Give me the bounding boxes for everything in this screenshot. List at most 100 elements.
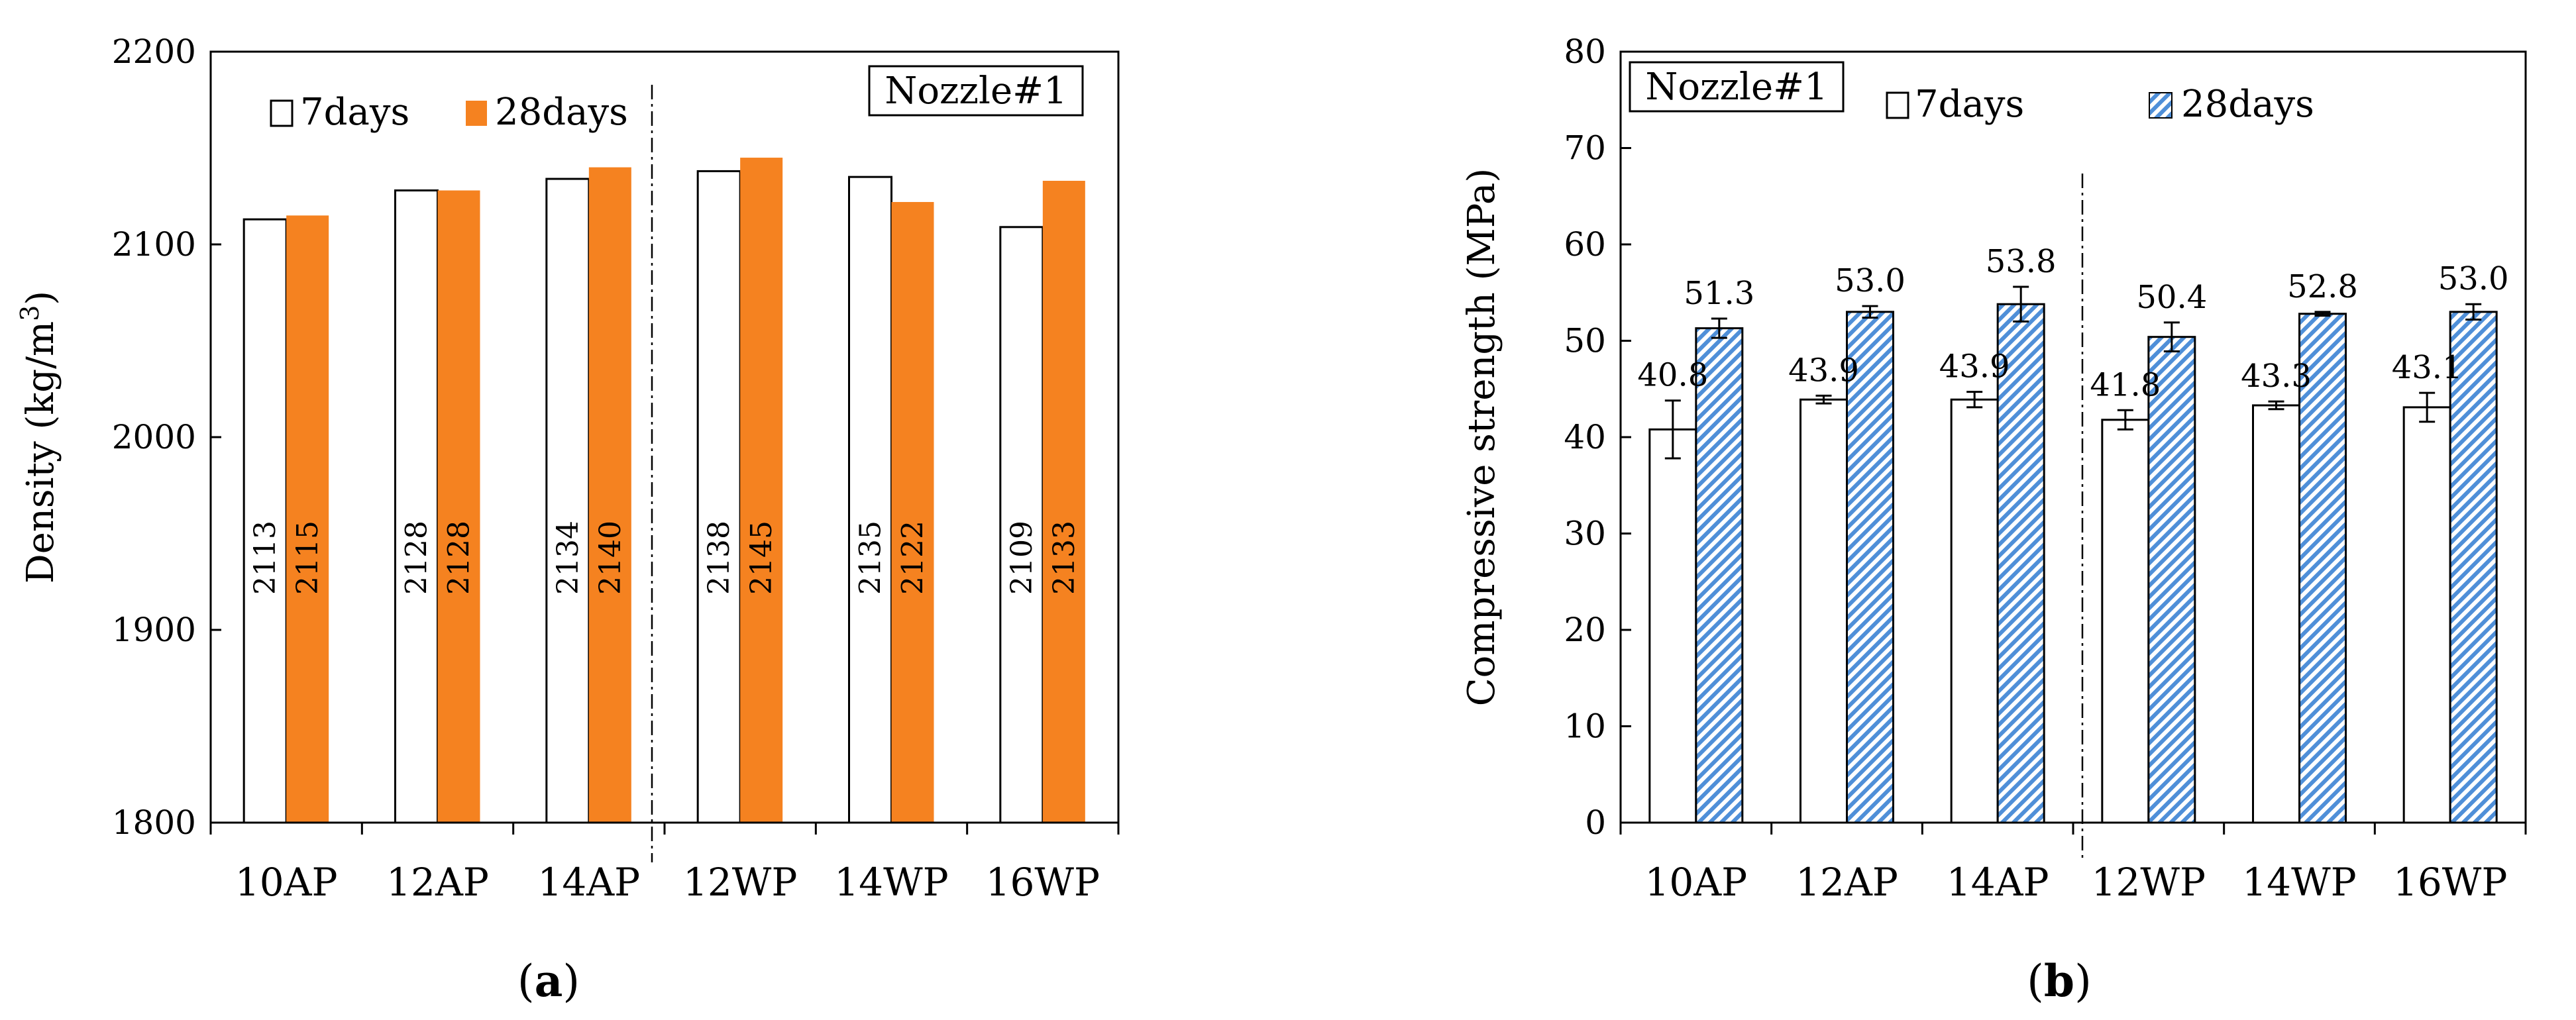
bar-28days-16WP — [1042, 180, 1085, 823]
x-category-label: 14WP — [2242, 860, 2356, 905]
strength-nozzle-box: Nozzle#1 — [1629, 61, 1845, 113]
bar-28days-12AP — [437, 190, 480, 823]
y-tick-label: 70 — [1564, 129, 1606, 168]
y-tick-label: 2100 — [112, 225, 196, 264]
y-tick-label: 40 — [1564, 418, 1606, 456]
bar-7days-12WP — [696, 170, 741, 824]
y-tick-label: 60 — [1564, 225, 1606, 264]
bar-7days-10AP — [1648, 428, 1697, 824]
strength-y-axis-title: Compressive strength (MPa) — [1460, 168, 1503, 706]
bar-7days-14WP — [848, 176, 892, 824]
x-category-label: 10AP — [235, 860, 338, 905]
bar-7days-10AP — [242, 218, 288, 824]
strength-y-axis: 0 10 20 30 40 50 60 70 80 — [1564, 32, 1631, 842]
y-tick-label: 80 — [1564, 32, 1606, 71]
density-y-axis: 1800 1900 2000 2100 2200 — [112, 32, 221, 842]
density-x-axis: 10AP 12AP 14AP 12WP 14WP 16WP — [209, 823, 1120, 905]
bar-value-label: 52.8 — [2287, 268, 2358, 305]
strength-error-bars — [1664, 285, 2482, 460]
legend-swatch-7days — [1886, 91, 1909, 119]
bar-28days-12WP — [2147, 336, 2196, 824]
y-tick-label: 10 — [1564, 707, 1606, 746]
y-tick-label: 0 — [1585, 803, 1606, 842]
x-category-label: 14AP — [1947, 860, 2049, 905]
bar-28days-16WP — [2449, 311, 2498, 824]
x-category-label: 14WP — [834, 860, 948, 905]
bar-28days-14WP — [891, 201, 934, 823]
bar-value-label: 2113 — [248, 521, 282, 595]
y-tick-label: 1900 — [112, 611, 196, 649]
bar-value-label: 51.3 — [1684, 275, 1754, 312]
bar-value-label: 53.0 — [2438, 260, 2509, 297]
x-category-label: 16WP — [2393, 860, 2507, 905]
bar-value-label: 2145 — [745, 521, 778, 595]
density-plot-frame — [209, 50, 1120, 824]
bar-7days-12WP — [2101, 419, 2150, 824]
bar-7days-14AP — [545, 178, 590, 824]
bar-value-label: 2135 — [854, 521, 888, 595]
bar-value-label: 40.8 — [1637, 357, 1708, 394]
bar-value-label: 43.9 — [1939, 348, 2010, 385]
density-y-axis-title: Density (kg/m3) — [15, 291, 62, 584]
bar-value-label: 2133 — [1047, 521, 1081, 595]
x-category-label: 12AP — [1796, 860, 1898, 905]
legend-label-7days: 7days — [1915, 83, 2024, 126]
legend-swatch-28days — [2149, 92, 2173, 119]
x-category-label: 14AP — [537, 860, 640, 905]
bar-28days-14AP — [588, 167, 631, 823]
bar-value-label: 43.1 — [2392, 349, 2463, 386]
legend-swatch-28days — [466, 101, 487, 126]
legend-label-28days: 28days — [495, 91, 628, 134]
y-tick-label: 2000 — [112, 418, 196, 456]
bar-value-label: 53.8 — [1986, 243, 2057, 280]
bar-value-label: 2122 — [896, 521, 930, 595]
strength-bars — [1648, 303, 2498, 824]
density-legend: 7days 28days — [270, 91, 628, 134]
bar-value-label: 43.9 — [1788, 352, 1859, 389]
compressive-strength-chart: 40.8 43.9 43.9 41.8 43.3 43.1 51.3 53.0 53.8 50.4… — [1460, 32, 2527, 1007]
bar-7days-16WP — [999, 226, 1044, 824]
bar-value-label: 41.8 — [2090, 366, 2161, 403]
x-category-label: 12WP — [2092, 860, 2206, 905]
density-nozzle-box: Nozzle#1 — [868, 65, 1084, 117]
legend-label-7days: 7days — [300, 91, 409, 134]
panel-label-a: (a) — [517, 955, 580, 1007]
density-bar-labels: 2113 2128 2134 2138 2135 2109 2115 2128 2140 2145… — [248, 521, 1081, 595]
x-category-label: 16WP — [986, 860, 1100, 905]
bar-value-label: 2128 — [443, 521, 476, 595]
y-tick-label: 1800 — [112, 803, 196, 842]
bar-value-label: 2134 — [551, 521, 585, 595]
svg-text:Nozzle#1: Nozzle#1 — [885, 70, 1067, 113]
bar-value-label: 2109 — [1005, 521, 1039, 595]
density-chart: 2113 2128 2134 2138 2135 2109 2115 2128 2140 2145… — [15, 32, 1120, 1007]
legend-label-28days: 28days — [2181, 83, 2314, 126]
bar-7days-12AP — [1799, 398, 1848, 824]
bar-value-label: 2128 — [400, 521, 434, 595]
strength-legend: 7days 28days — [1886, 83, 2314, 126]
bar-value-label: 2140 — [594, 521, 627, 595]
bar-7days-16WP — [2402, 406, 2451, 824]
panel-label-b: (b) — [2027, 955, 2092, 1007]
bar-28days-10AP — [286, 215, 329, 823]
y-tick-label: 20 — [1564, 611, 1606, 649]
bar-7days-14AP — [1950, 398, 1999, 824]
bar-28days-10AP — [1695, 327, 1744, 824]
strength-x-axis: 10AP 12AP 14AP 12WP 14WP 16WP — [1619, 823, 2527, 905]
bar-value-label: 2138 — [702, 521, 736, 595]
bar-value-label: 53.0 — [1835, 262, 1905, 299]
bar-value-label: 50.4 — [2136, 279, 2207, 316]
bar-28days-12WP — [740, 158, 783, 823]
y-tick-label: 30 — [1564, 515, 1606, 553]
svg-text:Nozzle#1: Nozzle#1 — [1645, 66, 1827, 109]
y-tick-label: 2200 — [112, 32, 196, 71]
y-tick-label: 50 — [1564, 322, 1606, 360]
strength-plot-frame — [1619, 50, 2527, 824]
x-category-label: 12AP — [386, 860, 489, 905]
x-category-label: 12WP — [683, 860, 797, 905]
strength-bar-labels: 40.8 43.9 43.9 41.8 43.3 43.1 51.3 53.0 53.8 50.4… — [1637, 243, 2508, 403]
density-bars — [242, 158, 1085, 824]
bar-7days-12AP — [394, 189, 439, 824]
bar-28days-12AP — [1846, 311, 1894, 824]
x-category-label: 10AP — [1644, 860, 1747, 905]
